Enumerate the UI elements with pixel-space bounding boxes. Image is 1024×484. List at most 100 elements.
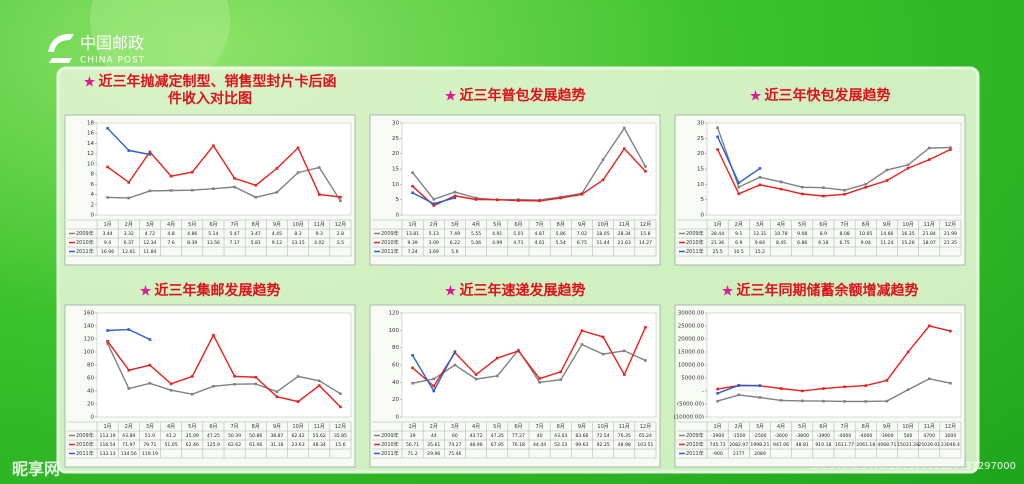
y-tick-label: 160 [84,311,95,317]
point [127,328,131,331]
table-value: 6.75 [577,240,587,246]
point [716,399,719,403]
point [800,185,804,189]
table-value: 47.25 [207,433,220,439]
point [622,349,626,353]
x-tick-label: 5月 [798,222,806,228]
point [148,189,152,193]
table-value: 48.34 [313,442,326,448]
legend-label: 2010年 [686,239,704,246]
point [169,189,173,192]
x-tick-label: 5月 [798,424,806,430]
table-value: -3800 [796,433,809,439]
chart-title: 近三年快包发展趋势 [764,88,891,104]
point [233,177,236,180]
table-value: 3.44 [102,231,112,237]
point [622,147,626,150]
x-tick-label: 12月 [640,222,651,228]
x-tick-label: 9月 [578,222,586,228]
point [885,179,889,182]
y-tick-label: 25 [392,136,399,142]
table-value: 4.61 [534,240,544,246]
chart-title-block: 近三年同期储蓄余额增减趋势 [675,283,965,300]
table-value: 15.8 [640,231,650,237]
y-tick-label: 0 [91,415,95,421]
table-value: 67.95 [491,442,504,448]
table-value: 910.18 [815,442,831,448]
x-tick-label: 11月 [619,424,630,430]
table-value: 76.35 [618,433,631,439]
x-tick-label: 2月 [125,222,133,228]
legend-label: 2010年 [76,239,94,246]
point [127,368,131,372]
x-tick-label: 7月 [230,222,238,228]
table-value: 4.86 [187,231,197,237]
x-tick-label: 6月 [209,424,217,430]
y-tick-label: 14 [87,141,94,147]
x-tick-label: 8月 [862,222,870,228]
table-value: 44.44 [533,442,546,448]
table-value: 11.44 [597,240,610,246]
legend-label: 2010年 [381,441,399,448]
y-tick-label: 18 [87,121,94,127]
table-value: 3000 [945,433,957,439]
series-line [412,343,646,384]
x-tick-label: 10月 [597,424,608,430]
table-value: 48.96 [470,442,483,448]
y-tick-label: 0 [91,213,95,219]
point [432,384,436,388]
star-icon [139,285,151,296]
point [411,191,414,195]
series-line [107,144,341,198]
table-value: 5.54 [556,240,566,246]
point [127,387,131,390]
table-value: 62.46 [186,442,199,448]
x-tick-label: 11月 [924,222,935,228]
legend-label: 2011年 [381,248,399,255]
table-value: -900 [712,451,723,457]
point [559,196,563,200]
table-value: 6.75 [839,240,849,246]
point [339,405,342,409]
point [538,377,541,380]
table-value: 56.71 [406,442,419,448]
point [169,382,173,386]
table-value: 21.84 [923,231,936,237]
point [927,146,931,150]
table-value: 2061.18 [856,442,875,448]
y-tick-label: 20 [392,151,399,157]
point [758,384,762,387]
point [339,199,342,202]
point [212,384,215,388]
y-tick-label: 60 [392,363,399,369]
table-value: 48.98 [618,442,631,448]
y-tick-label: 80 [392,345,399,351]
chart-title: 近三年同期储蓄余额增减趋势 [736,283,919,299]
star-icon [444,285,456,296]
table-value: 13.15 [292,240,305,246]
x-tick-label: 9月 [273,424,281,430]
table-value: 14.27 [639,240,652,246]
point [716,387,719,391]
point [601,335,605,339]
x-tick-label: 5月 [188,424,196,430]
table-value: 79.71 [143,442,156,448]
point [453,196,457,200]
point [254,195,258,199]
point [864,182,868,186]
y-tick-label: 0 [701,213,705,219]
y-tick-label: 5000.00 [681,376,704,382]
point [601,352,605,356]
table-value: 92.35 [597,442,610,448]
y-tick-label: 8 [91,172,95,178]
table-value: 103.51 [637,442,653,448]
table-value: 31.18 [270,442,283,448]
y-tick-label: 15 [697,167,704,173]
table-value: 3.5 [337,240,344,246]
point [296,375,300,378]
point [885,399,889,403]
table-value: -3900 [817,433,830,439]
table-value: -4000 [859,433,872,439]
x-tick-label: 3月 [146,424,154,430]
point [737,384,741,387]
